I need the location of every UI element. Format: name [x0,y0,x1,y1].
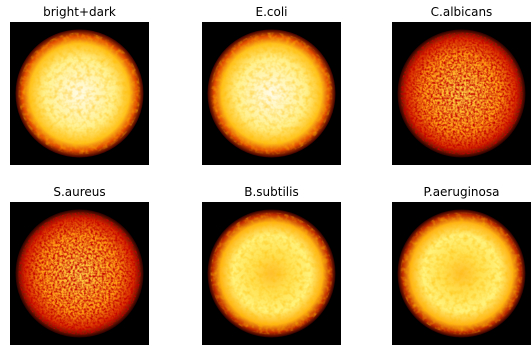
texture [401,213,523,335]
texture [211,33,333,155]
panel-title: S.aureus [53,185,105,199]
panel-title: P.aeruginosa [424,185,500,199]
heatmap-image [202,202,341,345]
heatmap-image [202,22,341,165]
panel-title: B.subtilis [244,185,298,199]
heatmap-image [10,22,149,165]
panel-title: bright+dark [43,5,116,19]
page: {"panels": [ {"title": "bright+dark"}, {… [0,0,531,347]
heatmap-image [392,202,531,345]
figure: bright+dark E.coli C.albicans S.aureus B.sub… [0,0,531,347]
panel-title: C.albicans [431,5,493,19]
heatmap-image [392,22,531,165]
texture [19,213,141,335]
panel-title: E.coli [255,5,287,19]
texture [211,213,333,335]
heatmap-image [10,202,149,345]
texture [19,33,141,155]
texture [401,33,523,155]
